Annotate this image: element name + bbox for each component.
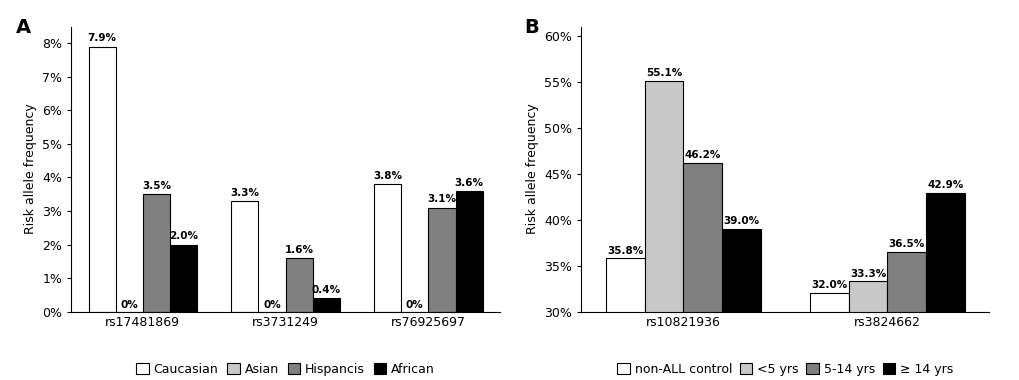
Text: 35.8%: 35.8% (606, 245, 643, 255)
Bar (374, 184, 400, 312)
Text: 32.0%: 32.0% (810, 280, 847, 290)
Bar (683, 163, 721, 380)
Text: 0%: 0% (263, 299, 280, 310)
Text: 0%: 0% (120, 299, 138, 310)
Text: 42.9%: 42.9% (926, 180, 963, 190)
Bar (455, 191, 482, 312)
Text: 0%: 0% (406, 299, 423, 310)
Bar (428, 207, 455, 312)
Text: 3.1%: 3.1% (427, 194, 457, 204)
Text: 3.5%: 3.5% (142, 181, 171, 191)
Bar (285, 258, 313, 312)
Text: 33.3%: 33.3% (849, 269, 886, 279)
Y-axis label: Risk allele frequency: Risk allele frequency (23, 104, 37, 234)
Text: A: A (15, 18, 31, 37)
Text: 3.6%: 3.6% (454, 177, 483, 188)
Bar (644, 81, 683, 380)
Bar (89, 47, 115, 312)
Text: 46.2%: 46.2% (684, 150, 720, 160)
Text: 7.9%: 7.9% (88, 33, 116, 43)
Bar (143, 194, 170, 312)
Text: 1.6%: 1.6% (284, 245, 314, 255)
Legend: Caucasian, Asian, Hispancis, African: Caucasian, Asian, Hispancis, African (131, 358, 439, 380)
Text: 2.0%: 2.0% (169, 231, 198, 241)
Text: 3.8%: 3.8% (373, 171, 401, 181)
Bar (925, 193, 964, 380)
Bar (170, 245, 197, 312)
Legend: non-ALL control, <5 yrs, 5-14 yrs, ≥ 14 yrs: non-ALL control, <5 yrs, 5-14 yrs, ≥ 14 … (611, 358, 958, 380)
Bar (231, 201, 258, 312)
Text: 39.0%: 39.0% (722, 216, 759, 226)
Bar (809, 293, 848, 380)
Bar (848, 281, 887, 380)
Text: 3.3%: 3.3% (230, 188, 259, 198)
Text: 55.1%: 55.1% (645, 68, 682, 78)
Text: 0.4%: 0.4% (312, 285, 340, 295)
Y-axis label: Risk allele frequency: Risk allele frequency (526, 104, 538, 234)
Bar (887, 252, 925, 380)
Text: B: B (524, 18, 538, 37)
Bar (605, 258, 644, 380)
Bar (721, 229, 760, 380)
Text: 36.5%: 36.5% (888, 239, 924, 249)
Bar (313, 298, 339, 312)
